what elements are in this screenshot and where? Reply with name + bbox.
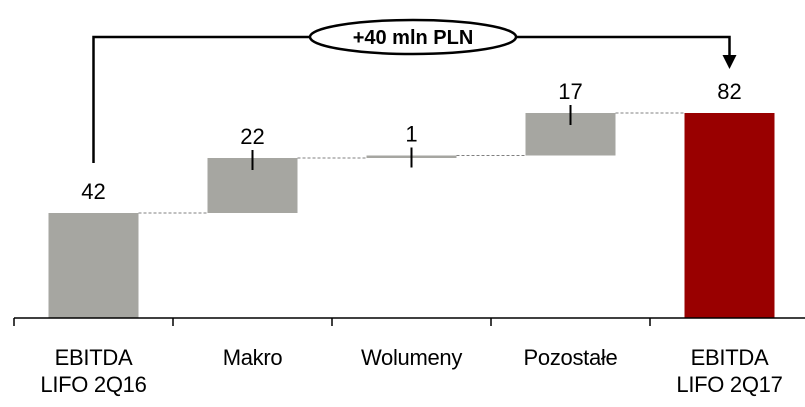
- category-label-3: Pozostałe: [523, 345, 618, 370]
- connector-lines: [138, 112, 685, 214]
- category-label-0: EBITDA LIFO 2Q16: [40, 345, 147, 397]
- value-label-2: 1: [405, 122, 417, 147]
- category-label-2: Wolumeny: [360, 345, 463, 370]
- annotation-oval: [308, 18, 518, 56]
- value-label-1: 22: [240, 124, 264, 149]
- annotation-label: +40 mln PLN: [353, 27, 474, 49]
- value-label-3: 17: [558, 79, 582, 104]
- value-label-4: 82: [717, 79, 741, 104]
- value-labels: 42 22 1 17 82: [81, 79, 741, 204]
- bar-4: [684, 113, 775, 318]
- error-ticks: [251, 105, 572, 170]
- bar-0: [48, 213, 139, 318]
- x-axis: [13, 317, 805, 326]
- category-label-4: EBITDA LIFO 2Q17: [676, 345, 783, 397]
- annotation-arrowhead: [722, 55, 737, 69]
- difference-annotation: +40 mln PLN: [92, 18, 737, 163]
- category-label-1: Makro: [222, 345, 283, 370]
- value-label-0: 42: [81, 179, 105, 204]
